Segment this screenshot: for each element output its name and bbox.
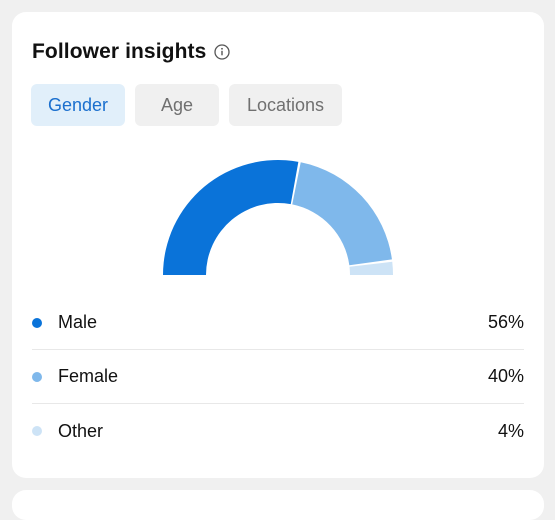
legend-row-male: Male 56% [32,296,524,350]
male-color-dot [32,317,42,328]
follower-insights-card: Follower insights Gender Age Locations M… [12,12,544,478]
legend-label-male: Male [58,312,98,332]
tab-age-label: Age [160,94,194,115]
gauge-segment-male [163,160,299,275]
gender-legend: Male 56% Female 40% Other 4% [32,296,524,458]
next-card [12,490,544,520]
other-color-dot [32,426,42,436]
female-color-dot [32,371,42,382]
tab-gender-label: Gender [47,94,109,115]
legend-value-male: 56% [487,312,524,332]
tab-locations-label: Locations [246,94,325,115]
tab-gender[interactable]: Gender [31,84,125,126]
gauge-segment-female [292,162,392,266]
tab-age[interactable]: Age [135,84,219,126]
legend-label-other: Other [58,420,104,441]
gauge-segment-other [349,261,393,275]
tab-locations[interactable]: Locations [229,84,342,126]
legend-row-other: Other 4% [32,404,524,458]
insight-tabs: Gender Age Locations [31,84,342,126]
card-title: Follower insights [32,40,207,63]
card-header: Follower insights [32,40,231,64]
legend-value-other: 4% [497,420,524,441]
legend-label-female: Female [58,366,119,386]
legend-value-female: 40% [487,366,524,386]
legend-row-female: Female 40% [32,350,524,404]
gender-gauge-chart [163,160,393,275]
info-icon[interactable] [214,44,231,60]
